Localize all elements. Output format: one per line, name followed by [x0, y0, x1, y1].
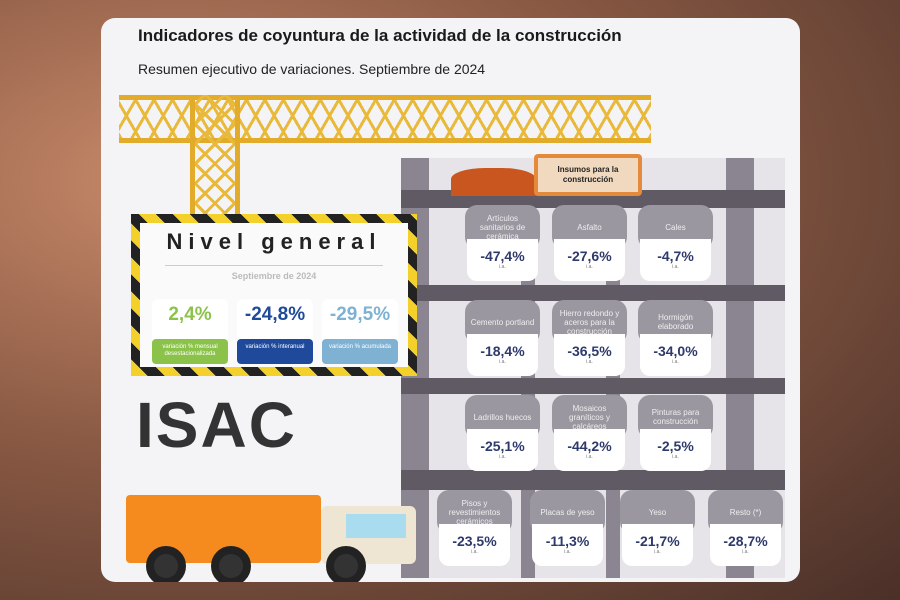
wheel-illustration	[211, 546, 251, 582]
nivel-general-date: Septiembre de 2024	[231, 271, 317, 281]
nivel-general-interanual: -24,8% variación % interanual	[237, 299, 313, 364]
insumo-value: -18,4%	[480, 343, 525, 359]
nivel-general-mensual: 2,4% variación % mensual desestacionaliz…	[152, 299, 228, 364]
insumo-value: -28,7%	[723, 533, 768, 549]
insumo-card: Yeso -21,7% i.a.	[620, 490, 695, 566]
bricks-illustration	[451, 168, 536, 196]
insumo-value: -44,2%	[567, 438, 612, 454]
insumo-body: -2,5% i.a.	[640, 429, 711, 471]
insumo-body: -18,4% i.a.	[467, 334, 538, 376]
insumo-unit: i.a.	[672, 264, 679, 270]
divider	[165, 265, 383, 266]
insumo-unit: i.a.	[672, 454, 679, 460]
insumo-card: Hormigón elaborado -34,0% i.a.	[638, 300, 713, 376]
nivel-general-title: Nivel general	[166, 229, 382, 254]
insumo-unit: i.a.	[499, 264, 506, 270]
insumo-value: -23,5%	[452, 533, 497, 549]
insumo-value: -36,5%	[567, 343, 612, 359]
insumo-value: -21,7%	[635, 533, 680, 549]
insumo-unit: i.a.	[672, 359, 679, 365]
insumo-unit: i.a.	[471, 549, 478, 555]
insumo-value: -25,1%	[480, 438, 525, 454]
value: -24,8%	[244, 304, 306, 325]
value: 2,4%	[168, 304, 212, 325]
insumo-body: -4,7% i.a.	[640, 239, 711, 281]
insumo-card: Hierro redondo y aceros para la construc…	[552, 300, 627, 376]
nivel-general-acumulada: -29,5% variación % acumulada	[322, 299, 398, 364]
insumo-body: -34,0% i.a.	[640, 334, 711, 376]
wheel-illustration	[326, 546, 366, 582]
insumo-body: -44,2% i.a.	[554, 429, 625, 471]
page-subtitle: Resumen ejecutivo de variaciones. Septie…	[138, 61, 486, 77]
insumo-unit: i.a.	[586, 359, 593, 365]
insumo-card: Pinturas para construcción -2,5% i.a.	[638, 395, 713, 471]
insumo-card: Resto (*) -28,7% i.a.	[708, 490, 783, 566]
insumo-unit: i.a.	[499, 359, 506, 365]
insumo-value: -27,6%	[567, 248, 612, 264]
insumo-body: -25,1% i.a.	[467, 429, 538, 471]
insumo-value: -4,7%	[657, 248, 694, 264]
insumo-card: Mosaicos graníticos y calcáreos -44,2% i.…	[552, 395, 627, 471]
truck-window-illustration	[346, 514, 406, 538]
insumo-body: -23,5% i.a.	[439, 524, 510, 566]
insumo-value: -34,0%	[653, 343, 698, 359]
label: variación % acumulada	[322, 339, 398, 364]
value: -29,5%	[329, 304, 391, 325]
insumo-card: Artículos sanitarios de cerámica -47,4% i…	[465, 205, 540, 281]
insumo-card: Cemento portland -18,4% i.a.	[465, 300, 540, 376]
insumo-unit: i.a.	[586, 264, 593, 270]
insumo-value: -47,4%	[480, 248, 525, 264]
insumo-card: Pisos y revestimientos cerámicos -23,5% i…	[437, 490, 512, 566]
isac-logo: ISAC	[136, 389, 297, 461]
label: variación % interanual	[237, 339, 313, 364]
insumo-body: -11,3% i.a.	[532, 524, 603, 566]
insumo-body: -21,7% i.a.	[622, 524, 693, 566]
label: variación % mensual desestacionalizada	[152, 339, 228, 364]
insumo-body: -36,5% i.a.	[554, 334, 625, 376]
insumos-title: Insumos para la construcción	[534, 154, 642, 196]
insumo-card: Asfalto -27,6% i.a.	[552, 205, 627, 281]
insumo-card: Ladrillos huecos -25,1% i.a.	[465, 395, 540, 471]
insumo-card: Cales -4,7% i.a.	[638, 205, 713, 281]
crane-mast-illustration	[190, 95, 240, 225]
insumo-value: -2,5%	[657, 438, 694, 454]
wheel-illustration	[146, 546, 186, 582]
insumo-unit: i.a.	[586, 454, 593, 460]
insumo-unit: i.a.	[564, 549, 571, 555]
insumo-unit: i.a.	[654, 549, 661, 555]
insumo-card: Placas de yeso -11,3% i.a.	[530, 490, 605, 566]
insumo-body: -28,7% i.a.	[710, 524, 781, 566]
page-title: Indicadores de coyuntura de la actividad…	[138, 26, 622, 45]
nivel-general-panel: Nivel general Septiembre de 2024 2,4% va…	[131, 214, 417, 376]
infographic-card: Indicadores de coyuntura de la actividad…	[101, 18, 800, 582]
insumo-value: -11,3%	[545, 533, 590, 549]
insumo-unit: i.a.	[499, 454, 506, 460]
insumo-body: -47,4% i.a.	[467, 239, 538, 281]
insumo-body: -27,6% i.a.	[554, 239, 625, 281]
insumo-unit: i.a.	[742, 549, 749, 555]
